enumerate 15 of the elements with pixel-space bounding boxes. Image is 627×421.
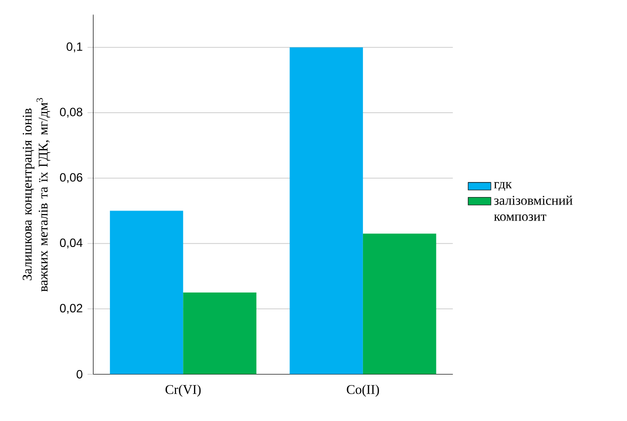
y-tick-label: 0,1 — [66, 42, 82, 52]
x-tick-label: Cr(VI) — [166, 384, 201, 397]
bar — [110, 210, 184, 374]
y-axis-title: Залишкова концентрація іонів важких металів та їх ГДК, мг/дм$^{3}$ — [22, 98, 50, 292]
legend-label: гдк — [494, 182, 512, 191]
bar — [362, 234, 436, 374]
bar — [183, 292, 256, 374]
y-tick-label: 0,06 — [60, 173, 82, 184]
x-tick-label: Co(II) — [346, 384, 379, 397]
y-tick-label: 0,04 — [60, 238, 82, 248]
y-tick-label: 0,02 — [60, 304, 82, 314]
y-tick-label: 0 — [76, 370, 82, 379]
y-tick-label: 0,08 — [60, 108, 82, 118]
legend-label: залізовмісний композит — [494, 196, 572, 221]
bar — [290, 47, 363, 374]
